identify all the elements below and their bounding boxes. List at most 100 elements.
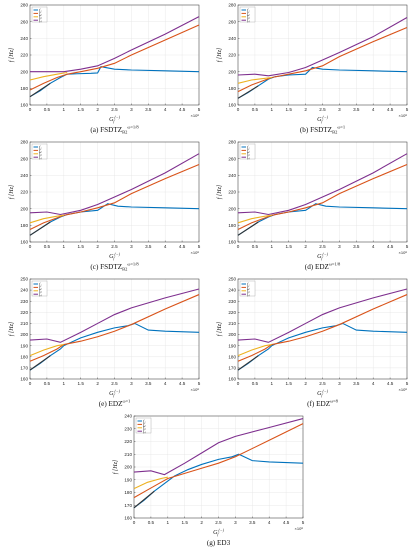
legend-label: f₁ [39,281,42,286]
y-tick-label: 240 [124,414,132,419]
x-exponent-label: ×10⁸ [295,526,304,531]
x-tick-label: 3.5 [353,107,360,112]
y-tick-label: 180 [20,86,28,91]
y-tick-label: 190 [124,477,132,482]
series-line-f4 [237,153,408,216]
x-tick-label: 4 [372,381,375,386]
legend-box [239,6,256,23]
y-tick-label: 260 [20,156,28,161]
y-tick-label: 170 [124,503,132,508]
x-tick-label: 5 [406,381,409,386]
y-tick-label: 180 [228,223,236,228]
series-line-overlap [29,82,51,98]
y-tick-label: 260 [20,19,28,24]
y-tick-label: 280 [20,3,28,8]
legend-label: f₁ [39,7,42,12]
legend-label: f₄ [247,155,250,160]
y-axis-label: f [Hz] [216,184,223,199]
y-tick-label: 240 [228,288,236,293]
legend-label: f₃ [247,151,250,156]
x-tick-label: 3 [338,381,341,386]
y-tick-label: 200 [228,206,236,211]
chart-panel-6: 0 0.5 1 1.5 2 2.5 3 3.5 4 4.5 5 160 170 180 190 200 210 2… [112,414,305,547]
y-tick-label: 220 [228,190,236,195]
y-tick-label: 190 [20,343,28,348]
y-tick-label: 180 [228,86,236,91]
series-line-overlap [133,490,155,509]
x-exponent-label: ×10⁸ [399,113,408,118]
x-axis-label: Gf(−) [317,389,329,398]
series-line-f1 [29,66,200,98]
x-tick-label: 0 [29,381,32,386]
x-tick-label: 0 [29,107,32,112]
x-tick-label: 1.5 [78,107,85,112]
x-tick-label: 0.5 [148,520,155,525]
series-line-overlap [237,355,259,371]
x-tick-label: 1 [271,244,274,249]
series-line-f4 [237,288,408,343]
panel-caption: (d) EDZω=1/8 [305,262,341,272]
y-tick-label: 240 [228,173,236,178]
x-tick-label: 2 [304,381,307,386]
y-tick-label: 250 [228,277,236,282]
y-tick-label: 210 [20,321,28,326]
y-tick-label: 210 [124,452,132,457]
legend-label: f₄ [39,292,42,297]
y-tick-label: 230 [228,299,236,304]
x-tick-label: 3 [130,381,133,386]
legend-box [135,417,152,434]
x-tick-label: 4 [268,520,271,525]
legend-label: f₁ [143,418,146,423]
x-tick-label: 2.5 [319,107,326,112]
x-exponent-label: ×10⁸ [191,113,200,118]
x-tick-label: 2 [304,244,307,249]
y-tick-label: 160 [228,240,236,245]
y-tick-label: 160 [20,103,28,108]
y-tick-label: 160 [20,240,28,245]
y-axis-label: f [Hz] [8,47,15,62]
chart-panel-4: 0 0.5 1 1.5 2 2.5 3 3.5 4 4.5 5 160 170 180 190 200 210 2… [8,277,201,408]
x-exponent-label: ×10⁸ [191,387,200,392]
x-tick-label: 1 [63,381,66,386]
y-tick-label: 220 [228,310,236,315]
y-tick-label: 240 [20,288,28,293]
x-tick-label: 1 [271,107,274,112]
legend-label: f₃ [39,14,42,19]
x-tick-label: 0 [237,107,240,112]
legend-label: f₂ [39,285,42,290]
series-line-f3 [29,71,68,81]
legend-label: f₃ [247,288,250,293]
legend-label: f₂ [247,148,250,153]
series-line-f2 [237,294,408,362]
legend-label: f₄ [39,18,42,23]
x-tick-label: 4.5 [179,107,186,112]
x-tick-label: 2 [304,107,307,112]
y-axis-label: f [Hz] [216,47,223,62]
legend-label: f₁ [39,144,42,149]
series-line-f2 [29,294,200,362]
legend-label: f₄ [247,292,250,297]
chart-panel-1: 0 0.5 1 1.5 2 2.5 3 3.5 4 4.5 5 160 180 200 220 240 260 2… [216,3,409,135]
y-tick-label: 180 [228,354,236,359]
series-line-f3 [133,476,168,490]
y-tick-label: 280 [228,3,236,8]
x-tick-label: 3 [234,520,237,525]
x-tick-label: 2.5 [111,381,118,386]
x-tick-label: 1 [63,107,66,112]
y-tick-label: 180 [124,490,132,495]
legend-label: f₃ [247,14,250,19]
series-line-f3 [237,344,272,357]
y-tick-label: 180 [20,223,28,228]
y-tick-label: 170 [20,365,28,370]
legend-box [31,280,48,297]
chart-panel-5: 0 0.5 1 1.5 2 2.5 3 3.5 4 4.5 5 160 170 180 190 200 210 2… [216,277,409,408]
y-tick-label: 160 [20,377,28,382]
x-tick-label: 3 [130,244,133,249]
x-tick-label: 0.5 [252,381,259,386]
y-tick-label: 200 [228,332,236,337]
y-tick-label: 220 [20,310,28,315]
y-tick-label: 200 [20,69,28,74]
x-tick-label: 0.5 [44,244,51,249]
series-line-overlap [237,85,259,99]
legend-label: f₂ [247,285,250,290]
